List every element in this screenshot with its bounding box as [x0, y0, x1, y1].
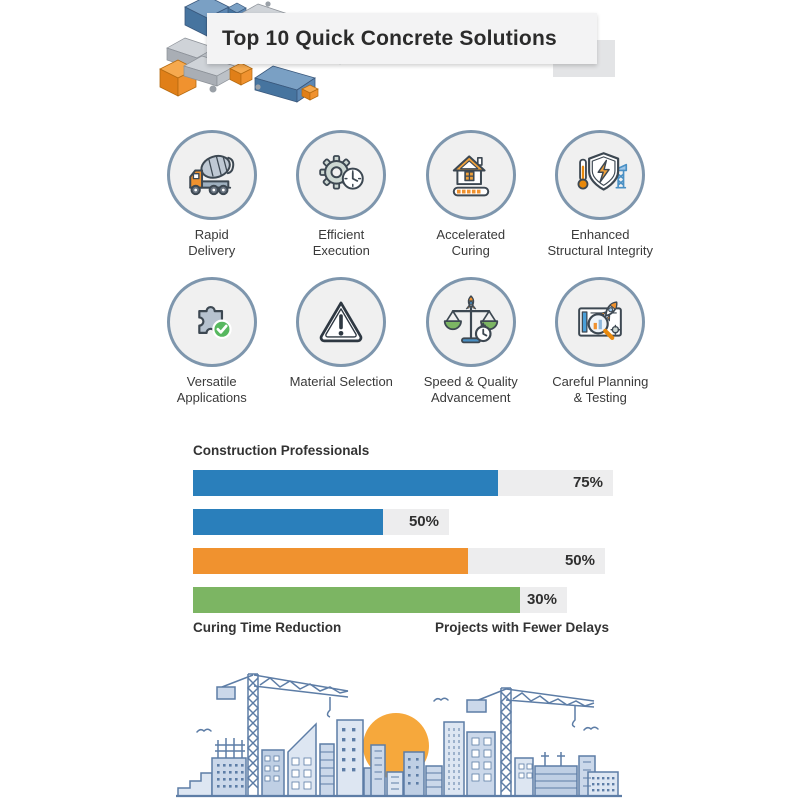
feature-label: Speed & Quality Advancement: [423, 374, 518, 406]
bar-value-label: 50%: [564, 552, 595, 569]
feature-mixer-truck: Rapid Delivery: [147, 130, 277, 260]
feature-label: Accelerated Curing: [436, 227, 506, 259]
feature-gear-clock: Efficient Execution: [277, 130, 407, 260]
tower-crane-left-icon: [216, 673, 349, 796]
shield-integrity-icon: [577, 152, 628, 191]
bar-track: 50%: [193, 548, 605, 574]
features-row-2: Versatile Applications Material Selectio…: [147, 277, 665, 407]
bar-track: 75%: [193, 470, 613, 496]
puzzle-check-icon: [197, 305, 232, 339]
bar-value-label: 50%: [408, 513, 439, 530]
feature-icon-circle: [166, 277, 257, 367]
bar-row: 50%: [193, 509, 613, 535]
feature-icon-circle: [555, 130, 646, 220]
bar-chart: 75% 50% 50% 30%: [193, 470, 613, 626]
bar-fill: [193, 470, 498, 496]
bar-track: 30%: [193, 587, 567, 613]
chart-title: Construction Professionals: [193, 443, 370, 458]
feature-label: Enhanced Structural Integrity: [547, 227, 654, 259]
feature-shield-integrity: Enhanced Structural Integrity: [536, 130, 666, 260]
feature-icon-circle: [296, 277, 387, 367]
bar-value-label: 75%: [572, 474, 603, 491]
house-curing-icon: [452, 155, 489, 197]
feature-label: Versatile Applications: [176, 374, 247, 406]
bar-row: 30%: [193, 587, 613, 613]
chart-footer-label-left: Curing Time Reduction: [193, 620, 342, 635]
bar-track: 50%: [193, 509, 449, 535]
title-banner: Top 10 Quick Concrete Solutions: [207, 13, 597, 64]
feature-house-curing: Accelerated Curing: [406, 130, 536, 260]
page-title: Top 10 Quick Concrete Solutions: [222, 26, 557, 50]
feature-icon-circle: [425, 277, 516, 367]
bar-row: 75%: [193, 470, 613, 496]
feature-label: Material Selection: [289, 374, 393, 389]
construction-city-skyline-graphic: [176, 673, 622, 798]
mixer-truck-icon: [189, 154, 234, 196]
feature-label: Rapid Delivery: [188, 227, 236, 259]
bar-fill: [193, 587, 520, 613]
feature-icon-circle: [425, 130, 516, 220]
warning-triangle-icon: [319, 301, 363, 343]
planning-magnifier-icon: [578, 301, 623, 340]
feature-planning-magnifier: Careful Planning & Testing: [536, 277, 666, 407]
features-row-1: Rapid Delivery: [147, 130, 665, 260]
feature-icon-circle: [166, 130, 257, 220]
feature-label: Efficient Execution: [312, 227, 370, 259]
gear-clock-icon: [319, 155, 364, 190]
scale-rocket-icon: [443, 295, 498, 344]
bar-value-label: 30%: [526, 591, 557, 608]
feature-puzzle-check: Versatile Applications: [147, 277, 277, 407]
bar-fill: [193, 548, 468, 574]
bar-row: 50%: [193, 548, 613, 574]
feature-scale-rocket: Speed & Quality Advancement: [406, 277, 536, 407]
bar-fill: [193, 509, 383, 535]
feature-warning-triangle: Material Selection: [277, 277, 407, 407]
chart-footer-label-right: Projects with Fewer Delays: [435, 620, 610, 635]
feature-label: Careful Planning & Testing: [552, 374, 649, 406]
feature-icon-circle: [296, 130, 387, 220]
feature-icon-circle: [555, 277, 646, 367]
tower-crane-right-icon: [466, 687, 595, 796]
